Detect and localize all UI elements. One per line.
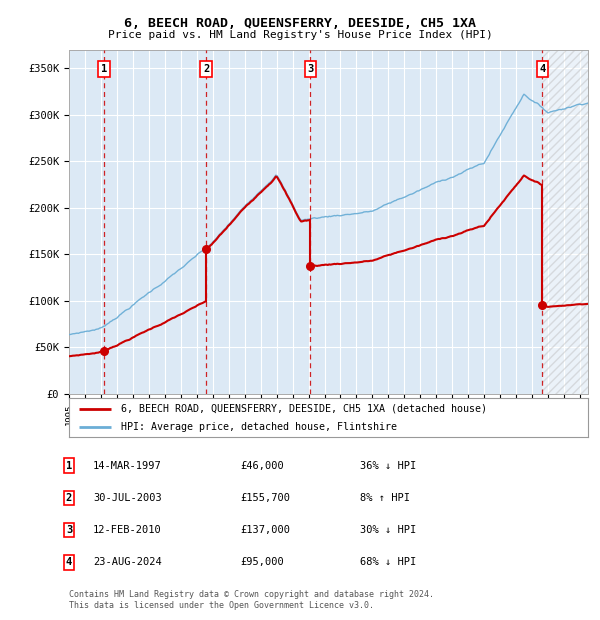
Text: 1: 1 bbox=[101, 64, 107, 74]
Text: £137,000: £137,000 bbox=[240, 525, 290, 535]
Text: £46,000: £46,000 bbox=[240, 461, 284, 471]
Text: Price paid vs. HM Land Registry's House Price Index (HPI): Price paid vs. HM Land Registry's House … bbox=[107, 30, 493, 40]
Text: 14-MAR-1997: 14-MAR-1997 bbox=[93, 461, 162, 471]
Text: 30-JUL-2003: 30-JUL-2003 bbox=[93, 493, 162, 503]
Text: 3: 3 bbox=[307, 64, 314, 74]
Text: 1: 1 bbox=[66, 461, 72, 471]
Text: This data is licensed under the Open Government Licence v3.0.: This data is licensed under the Open Gov… bbox=[69, 601, 374, 611]
Text: 6, BEECH ROAD, QUEENSFERRY, DEESIDE, CH5 1XA (detached house): 6, BEECH ROAD, QUEENSFERRY, DEESIDE, CH5… bbox=[121, 404, 487, 414]
Text: 4: 4 bbox=[66, 557, 72, 567]
Text: 6, BEECH ROAD, QUEENSFERRY, DEESIDE, CH5 1XA: 6, BEECH ROAD, QUEENSFERRY, DEESIDE, CH5… bbox=[124, 17, 476, 30]
Text: 23-AUG-2024: 23-AUG-2024 bbox=[93, 557, 162, 567]
Text: 12-FEB-2010: 12-FEB-2010 bbox=[93, 525, 162, 535]
Text: 30% ↓ HPI: 30% ↓ HPI bbox=[360, 525, 416, 535]
Text: £155,700: £155,700 bbox=[240, 493, 290, 503]
Text: £95,000: £95,000 bbox=[240, 557, 284, 567]
Text: 36% ↓ HPI: 36% ↓ HPI bbox=[360, 461, 416, 471]
Text: 2: 2 bbox=[66, 493, 72, 503]
Text: HPI: Average price, detached house, Flintshire: HPI: Average price, detached house, Flin… bbox=[121, 422, 397, 432]
Text: 3: 3 bbox=[66, 525, 72, 535]
Text: 4: 4 bbox=[539, 64, 545, 74]
Text: 8% ↑ HPI: 8% ↑ HPI bbox=[360, 493, 410, 503]
Text: 68% ↓ HPI: 68% ↓ HPI bbox=[360, 557, 416, 567]
Text: 2: 2 bbox=[203, 64, 209, 74]
Text: Contains HM Land Registry data © Crown copyright and database right 2024.: Contains HM Land Registry data © Crown c… bbox=[69, 590, 434, 600]
